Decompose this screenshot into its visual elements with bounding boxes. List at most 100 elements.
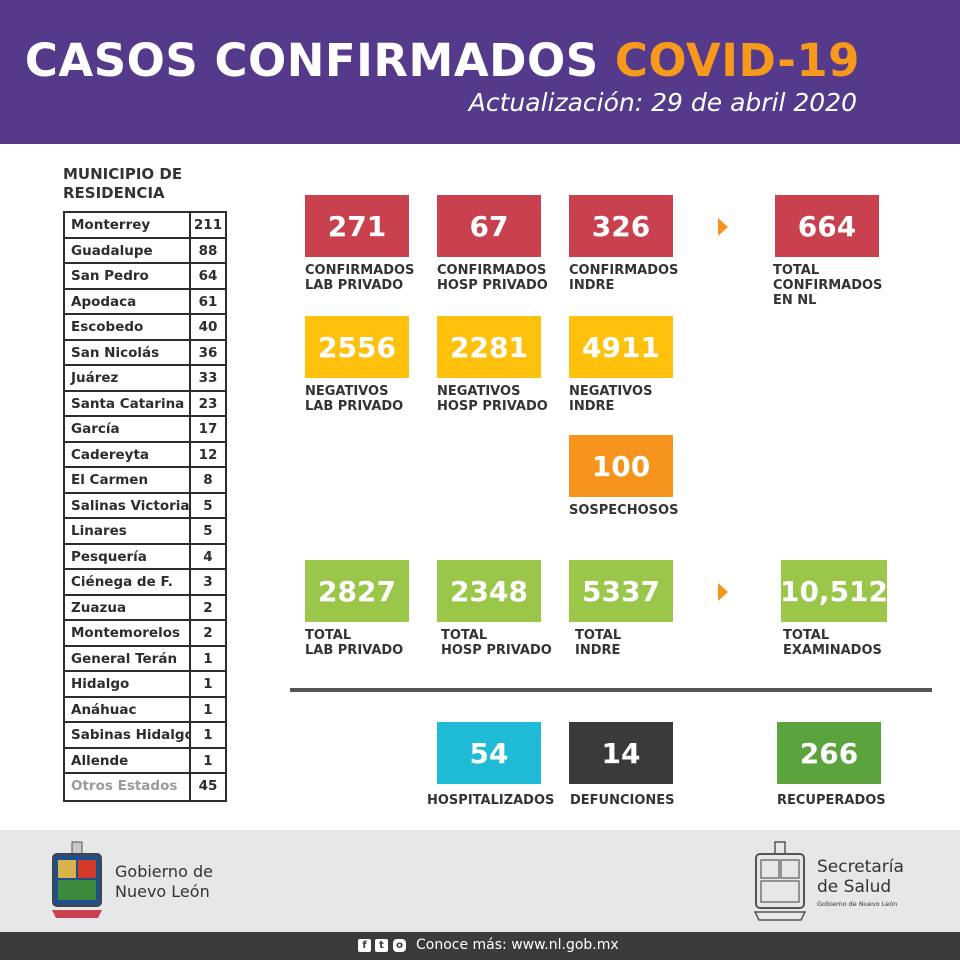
arrow-right-icon [718, 583, 728, 601]
hospitalizados-label: HOSPITALIZADOS [427, 793, 555, 808]
total-examinados-tile: 10,512 [780, 560, 888, 622]
update-date: Actualización: 29 de abril 2020 [468, 88, 857, 117]
municipio-row: Montemorelos 2 [65, 621, 225, 647]
municipio-name: Ciénega de F. [65, 570, 191, 594]
negativos-lab-tile: 2556 [305, 316, 409, 378]
municipio-name: San Pedro [65, 264, 191, 288]
confirmados-indre-label: CONFIRMADOS INDRE [569, 263, 679, 293]
total-lab-label: TOTAL LAB PRIVADO [305, 628, 404, 658]
total-hosp-label: TOTAL HOSP PRIVADO [441, 628, 552, 658]
confirmados-indre-tile: 326 [569, 195, 673, 257]
confirmados-hosp-tile: 67 [437, 195, 541, 257]
header-banner: CASOS CONFIRMADOS COVID-19 Actualización… [0, 0, 960, 144]
municipio-table: Monterrey 211 Guadalupe 88 San Pedro 64 Apodac… [63, 211, 227, 802]
municipio-count: 4 [203, 548, 213, 565]
municipio-row: Escobedo 40 [65, 315, 225, 341]
negativos-lab-label: NEGATIVOS LAB PRIVADO [305, 384, 404, 414]
total-confirmados-label: TOTAL CONFIRMADOS EN NL [773, 263, 883, 308]
municipio-count: 1 [203, 650, 213, 667]
municipio-name: Monterrey [65, 213, 191, 237]
municipio-count: 88 [198, 242, 218, 259]
confirmados-lab-tile: 271 [305, 195, 409, 257]
municipio-row: Cadereyta 12 [65, 442, 225, 468]
total-indre-label: TOTAL INDRE [575, 628, 622, 658]
municipio-name: Montemorelos [65, 621, 191, 645]
municipio-row: Sabinas Hidalgo 1 [65, 723, 225, 749]
twitter-icon[interactable]: t [375, 939, 388, 952]
municipio-name: Hidalgo [65, 672, 191, 696]
municipio-name: Zuazua [65, 595, 191, 619]
municipio-heading: MUNICIPIO DE RESIDENCIA [63, 165, 183, 202]
sospechosos-tile: 100 [569, 435, 673, 497]
municipio-count: 3 [203, 574, 213, 590]
municipio-row: Anáhuac 1 [65, 697, 225, 723]
municipio-row: San Nicolás 36 [65, 340, 225, 366]
municipio-count: 33 [198, 370, 218, 386]
municipio-name: Guadalupe [65, 238, 191, 262]
municipio-name: El Carmen [65, 468, 191, 492]
confirmados-lab-label: CONFIRMADOS LAB PRIVADO [305, 263, 415, 293]
municipio-row: Otros Estados 45 [65, 774, 225, 800]
municipio-count: 64 [198, 268, 218, 284]
municipio-row: San Pedro 64 [65, 264, 225, 290]
municipio-count: 5 [203, 523, 213, 539]
municipio-name: General Terán [65, 646, 191, 670]
recuperados-tile: 266 [777, 722, 881, 784]
facebook-icon[interactable]: f [358, 939, 371, 952]
contact-link[interactable]: Conoce más: www.nl.gob.mx [416, 937, 619, 953]
secretaria-salud-seal-icon [753, 841, 807, 921]
municipio-count: 36 [198, 344, 218, 361]
municipio-count: 211 [193, 217, 223, 233]
total-indre-tile: 5337 [569, 560, 673, 622]
arrow-right-icon [718, 218, 728, 236]
bottom-bar: f t o Conoce más: www.nl.gob.mx [0, 932, 960, 960]
municipio-row: Guadalupe 88 [65, 238, 225, 264]
municipio-name: Apodaca [65, 289, 191, 313]
municipio-count: 2 [203, 599, 213, 616]
municipio-name: San Nicolás [65, 340, 191, 364]
municipio-count: 1 [203, 752, 213, 769]
municipio-count: 12 [198, 446, 218, 463]
municipio-row: General Terán 1 [65, 646, 225, 672]
municipio-row: Juárez 33 [65, 366, 225, 392]
municipio-count: 1 [203, 701, 213, 718]
municipio-row: Monterrey 211 [65, 213, 225, 239]
municipio-count: 45 [198, 778, 218, 794]
municipio-count: 61 [198, 293, 218, 310]
municipio-row: Apodaca 61 [65, 289, 225, 315]
municipio-name: Salinas Victoria [65, 493, 191, 517]
municipio-count: 1 [203, 727, 213, 743]
municipio-name: Escobedo [65, 315, 191, 339]
municipio-name: Pesquería [65, 544, 191, 568]
total-examinados-label: TOTAL EXAMINADOS [783, 628, 882, 658]
secretaria-salud-text: Secretaría de Salud [817, 857, 904, 897]
municipio-name: Allende [65, 748, 191, 772]
footer: Gobierno de Nuevo León Secretaría de Sal… [0, 830, 960, 932]
negativos-hosp-tile: 2281 [437, 316, 541, 378]
title-accent: COVID-19 [614, 34, 860, 87]
municipio-row: Salinas Victoria 5 [65, 493, 225, 519]
section-divider [290, 688, 932, 692]
municipio-name: Otros Estados [65, 774, 191, 800]
municipio-row: Ciénega de F. 3 [65, 570, 225, 596]
municipio-count: 40 [198, 319, 218, 335]
sospechosos-label: SOSPECHOSOS [569, 503, 679, 518]
municipio-row: García 17 [65, 417, 225, 443]
defunciones-label: DEFUNCIONES [570, 793, 675, 808]
municipio-name: García [65, 417, 191, 441]
nuevo-leon-coat-of-arms-icon [52, 841, 102, 918]
municipio-count: 5 [203, 497, 213, 514]
municipio-name: Linares [65, 519, 191, 543]
negativos-indre-label: NEGATIVOS INDRE [569, 384, 653, 414]
instagram-icon[interactable]: o [393, 939, 406, 952]
municipio-count: 23 [198, 395, 218, 412]
negativos-indre-tile: 4911 [569, 316, 673, 378]
confirmados-hosp-label: CONFIRMADOS HOSP PRIVADO [437, 263, 548, 293]
secretaria-salud-subtitle: Gobierno de Nuevo León [817, 900, 898, 908]
municipio-row: Santa Catarina 23 [65, 391, 225, 417]
municipio-count: 8 [203, 472, 213, 488]
municipio-row: Allende 1 [65, 748, 225, 774]
municipio-count: 1 [203, 676, 213, 692]
municipio-row: Zuazua 2 [65, 595, 225, 621]
recuperados-label: RECUPERADOS [777, 793, 886, 808]
